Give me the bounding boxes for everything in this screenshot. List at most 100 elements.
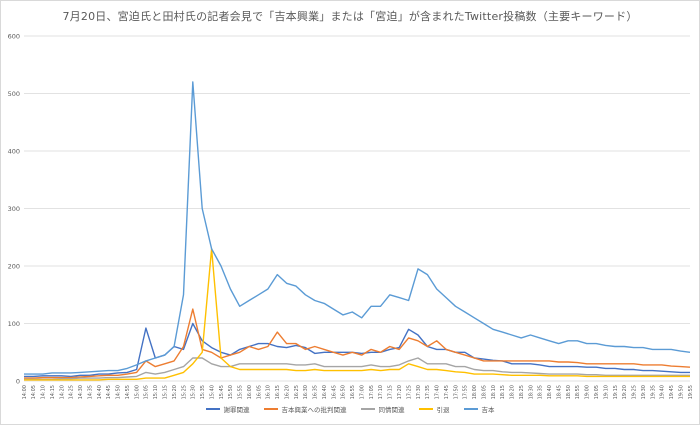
x-tick-label: 15:05: [144, 385, 150, 399]
x-tick-label: 19:10: [603, 385, 609, 399]
x-tick-label: 18:05: [481, 385, 487, 399]
legend-label: 謝罪関連: [223, 406, 250, 414]
y-tick-label: 0: [16, 378, 20, 386]
x-tick-label: 19:00: [585, 385, 591, 399]
x-tick-label: 18:15: [500, 385, 506, 399]
x-tick-label: 16:30: [303, 385, 309, 399]
x-tick-label: 18:10: [491, 385, 497, 399]
y-tick-label: 400: [8, 148, 20, 156]
x-tick-label: 15:25: [181, 385, 187, 399]
legend-swatch: [360, 408, 375, 410]
x-tick-label: 15:45: [219, 385, 225, 399]
chart-title: 7月20日、宮迫氏と田村氏の記者会見で「吉本興業」または「宮迫」が含まれたTwi…: [62, 10, 638, 23]
y-tick-label: 100: [8, 320, 20, 328]
x-tick-label: 18:20: [510, 385, 516, 399]
x-tick-label: 14:55: [125, 385, 131, 399]
x-tick-label: 18:30: [528, 385, 534, 399]
x-tick-label: 16:45: [331, 385, 337, 399]
x-tick-label: 17:15: [388, 385, 394, 399]
x-tick-label: 16:50: [341, 385, 347, 399]
legend-label: 引退: [436, 406, 450, 414]
x-tick-label: 17:05: [369, 385, 375, 399]
x-tick-label: 15:50: [228, 385, 234, 399]
x-tick-label: 16:00: [247, 385, 253, 399]
legend-label: 同情関連: [378, 406, 405, 414]
x-tick-label: 19:15: [613, 385, 619, 399]
x-tick-label: 14:45: [106, 385, 112, 399]
y-tick-label: 500: [8, 90, 20, 98]
x-tick-label: 17:00: [359, 385, 365, 399]
series-line-1: [24, 322, 690, 378]
x-tick-label: 17:35: [425, 385, 431, 399]
x-tick-label: 16:20: [284, 385, 290, 399]
x-tick-label: 18:55: [575, 385, 581, 399]
x-tick-label: 16:25: [294, 385, 300, 399]
x-tick-label: 18:45: [556, 385, 562, 399]
x-tick-label: 14:30: [78, 385, 84, 399]
x-tick-label: 17:50: [453, 385, 459, 399]
x-tick-label: 18:25: [519, 385, 525, 399]
x-tick-label: 15:30: [191, 385, 197, 399]
x-tick-label: 14:05: [31, 385, 37, 399]
x-tick-label: 19:25: [632, 385, 638, 399]
series-line-4: [24, 248, 690, 381]
x-tick-label: 16:05: [256, 385, 262, 399]
x-tick-label: 14:35: [87, 385, 93, 399]
x-tick-label: 19:45: [669, 385, 675, 399]
legend-swatch: [205, 408, 220, 410]
x-tick-label: 19:30: [641, 385, 647, 399]
x-tick-label: 14:15: [50, 385, 56, 399]
x-tick-label: 15:00: [134, 385, 140, 399]
x-tick-label: 16:10: [266, 385, 272, 399]
x-tick-label: 14:10: [41, 385, 47, 399]
x-tick-label: 17:55: [463, 385, 469, 399]
x-tick-label: 15:35: [200, 385, 206, 399]
legend-swatch: [263, 408, 278, 410]
x-tick-label: 16:40: [322, 385, 328, 399]
x-tick-label: 18:40: [547, 385, 553, 399]
x-tick-label: 15:10: [153, 385, 159, 399]
x-tick-label: 17:10: [378, 385, 384, 399]
legend-item-4: 引退: [418, 404, 450, 414]
x-tick-label: 17:30: [416, 385, 422, 399]
x-tick-label: 18:35: [538, 385, 544, 399]
x-tick-label: 17:40: [435, 385, 441, 399]
x-tick-label: 17:45: [444, 385, 450, 399]
y-tick-label: 300: [8, 205, 20, 213]
x-tick-label: 14:50: [116, 385, 122, 399]
y-tick-label: 600: [8, 33, 20, 41]
legend-swatch: [463, 408, 478, 410]
x-tick-label: 18:00: [472, 385, 478, 399]
legend-item-1: 謝罪関連: [205, 404, 250, 414]
x-tick-label: 15:20: [172, 385, 178, 399]
legend-item-2: 吉本興業への批判関連: [263, 404, 347, 414]
x-tick-label: 14:25: [69, 385, 75, 399]
x-tick-label: 15:15: [163, 385, 169, 399]
y-tick-label: 200: [8, 263, 20, 271]
x-tick-label: 19:50: [678, 385, 684, 399]
x-tick-label: 14:20: [59, 385, 65, 399]
series-line-5: [24, 81, 691, 375]
x-tick-label: 16:35: [313, 385, 319, 399]
x-tick-label: 19:05: [594, 385, 600, 399]
x-tick-label: 17:25: [406, 385, 412, 399]
x-tick-label: 15:40: [209, 385, 215, 399]
x-tick-label: 16:55: [350, 385, 356, 399]
x-tick-label: 15:55: [238, 385, 244, 399]
x-tick-label: 19:20: [622, 385, 628, 399]
legend-item-3: 同情関連: [360, 404, 405, 414]
legend-label: 吉本興業への批判関連: [281, 406, 347, 414]
chart-legend: 謝罪関連 吉本興業への批判関連 同情関連 引退 吉本: [0, 404, 700, 414]
x-tick-label: 16:15: [275, 385, 281, 399]
x-tick-label: 14:40: [97, 385, 103, 399]
x-tick-label: 17:20: [397, 385, 403, 399]
series-line-3: [24, 357, 690, 380]
legend-swatch: [418, 408, 433, 410]
x-tick-label: 19:40: [660, 385, 666, 399]
legend-item-5: 吉本: [463, 404, 495, 414]
series-line-2: [24, 308, 691, 379]
x-tick-label: 19:55: [688, 385, 694, 399]
x-tick-label: 14:00: [22, 385, 28, 399]
